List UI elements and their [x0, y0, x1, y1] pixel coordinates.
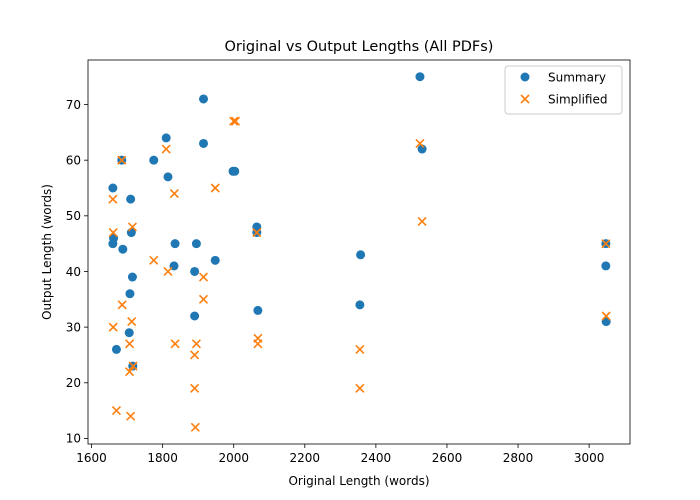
y-tick-label: 10	[66, 432, 81, 446]
point-simplified	[125, 339, 135, 349]
point-simplified	[108, 322, 118, 332]
x-tick-label: 3000	[574, 451, 605, 465]
point-simplified	[190, 383, 200, 393]
x-axis-ticks: 1600 1800 2000 2200 2400 2600 2800 3000	[76, 444, 604, 465]
series-simplified	[108, 116, 611, 432]
legend-item-summary: Summary	[520, 71, 606, 85]
point-simplified	[163, 266, 173, 277]
point-simplified	[601, 239, 611, 249]
point-summary	[124, 328, 134, 338]
point-simplified	[161, 144, 171, 154]
point-summary	[199, 138, 209, 148]
point-summary	[601, 261, 611, 271]
point-simplified	[191, 339, 201, 349]
axes	[87, 59, 631, 445]
point-simplified	[127, 222, 137, 232]
point-simplified	[415, 138, 425, 149]
point-simplified	[190, 422, 200, 432]
plot-frame	[87, 59, 631, 445]
y-tick-label: 20	[66, 376, 81, 390]
y-tick-label: 40	[66, 265, 81, 279]
legend-box	[504, 65, 623, 115]
x-tick-label: 2800	[503, 451, 534, 465]
y-tick-label: 70	[66, 98, 81, 112]
point-simplified	[125, 367, 135, 377]
point-summary	[415, 72, 425, 82]
y-tick-label: 60	[66, 153, 81, 167]
point-summary	[190, 266, 200, 276]
point-simplified	[355, 383, 365, 393]
point-summary	[190, 311, 200, 321]
point-simplified	[169, 188, 179, 199]
point-simplified	[128, 361, 138, 371]
y-tick-label: 50	[66, 209, 81, 223]
point-simplified	[127, 316, 137, 327]
legend-label-simplified: Simplified	[548, 93, 607, 107]
point-simplified	[210, 183, 220, 193]
point-summary	[191, 239, 201, 249]
chart-title: Original vs Output Lengths (All PDFs)	[225, 39, 494, 55]
y-tick-label: 30	[66, 320, 81, 334]
x-tick-label: 2000	[218, 451, 249, 465]
point-summary	[111, 344, 121, 354]
point-simplified	[117, 155, 127, 165]
point-summary	[108, 183, 118, 193]
x-tick-label: 2600	[432, 451, 463, 465]
point-simplified	[126, 411, 136, 421]
point-simplified	[111, 406, 121, 416]
point-summary	[118, 244, 128, 254]
point-summary	[125, 289, 135, 299]
point-simplified	[230, 116, 241, 126]
point-simplified	[108, 227, 118, 238]
point-simplified	[601, 311, 611, 321]
x-tick-label: 2400	[361, 451, 392, 465]
legend-marker-simplified	[520, 94, 530, 104]
point-simplified	[355, 344, 365, 354]
point-summary	[149, 155, 159, 165]
point-simplified	[170, 339, 180, 349]
point-summary	[127, 272, 137, 282]
x-tick-label: 1600	[76, 451, 107, 465]
point-simplified	[190, 350, 200, 360]
point-summary	[356, 250, 366, 260]
legend-label-summary: Summary	[548, 71, 606, 85]
point-simplified	[229, 116, 239, 126]
legend-marker-summary	[520, 72, 530, 82]
y-axis-ticks: 10 20 30 40 50 60 70	[66, 98, 88, 446]
point-summary	[161, 133, 171, 143]
legend-item-simplified: Simplified	[520, 93, 607, 107]
x-axis-label: Original Length (words)	[288, 474, 429, 488]
point-simplified	[417, 216, 427, 226]
point-summary	[126, 194, 136, 204]
point-summary	[253, 305, 263, 315]
point-simplified	[198, 272, 209, 282]
point-summary	[355, 300, 365, 310]
x-tick-label: 2200	[290, 451, 321, 465]
point-simplified	[198, 294, 209, 304]
point-summary	[170, 239, 180, 249]
point-summary	[199, 94, 209, 104]
point-simplified	[253, 339, 263, 349]
point-summary	[210, 255, 220, 265]
point-summary	[163, 172, 173, 182]
point-simplified	[252, 227, 262, 238]
point-simplified	[108, 194, 118, 204]
x-tick-label: 1800	[147, 451, 178, 465]
y-axis-label: Output Length (words)	[40, 184, 54, 320]
legend: Summary Simplified	[504, 65, 623, 115]
point-simplified	[149, 255, 159, 265]
point-simplified	[117, 300, 127, 310]
point-summary	[230, 166, 240, 176]
